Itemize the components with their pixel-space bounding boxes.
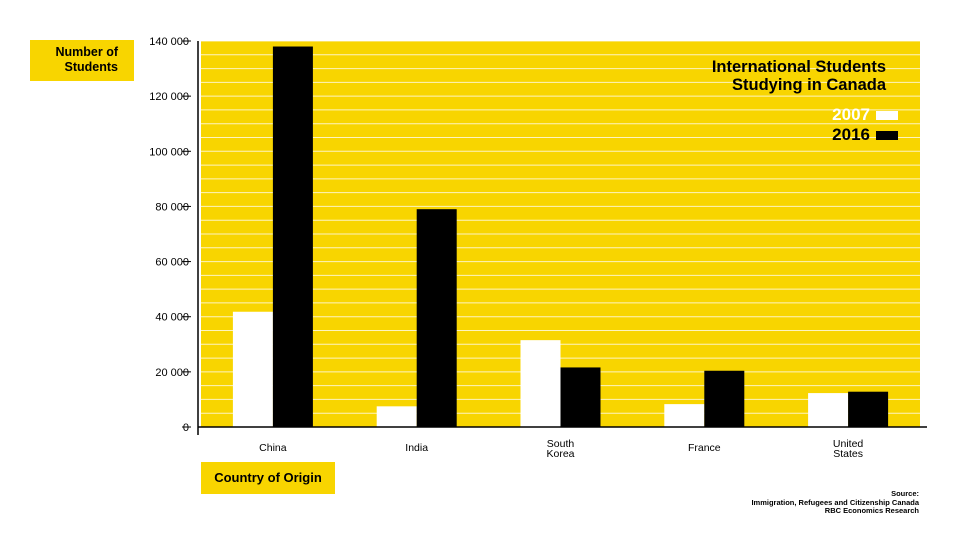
y-tick-label: 80 000: [155, 201, 189, 213]
y-tick-label: 20 000: [155, 367, 189, 379]
bar-2007-india: [376, 406, 417, 427]
legend-swatch-2016: [876, 130, 898, 140]
source-line: Immigration, Refugees and Citizenship Ca…: [751, 497, 919, 507]
source-note: Source: Immigration, Refugees and Citize…: [751, 489, 919, 516]
bar-2007-china: [232, 311, 273, 427]
source-line: Source:: [891, 489, 919, 498]
y-tick-label: 100 000: [149, 146, 189, 158]
bar-2016-china: [272, 46, 313, 428]
bar-2007-united-states: [808, 393, 849, 427]
legend-item-2016: 2016: [832, 125, 898, 144]
y-axis-title-line: Students: [64, 60, 118, 74]
y-axis-title: Number of Students: [30, 40, 134, 81]
x-tick-label: France: [688, 442, 721, 454]
legend-swatch-2007: [876, 110, 898, 120]
y-tick-label: 40 000: [155, 312, 189, 324]
y-tick-label: 120 000: [149, 91, 189, 103]
y-tick-label: 60 000: [155, 257, 189, 269]
x-tick-label: States: [833, 448, 863, 460]
chart-title-line: International Students: [711, 58, 886, 76]
x-tick-label: China: [259, 442, 287, 454]
legend-label-2016: 2016: [832, 125, 870, 144]
x-tick-label: India: [405, 442, 428, 454]
y-axis-title-line: Number of: [55, 45, 119, 59]
bar-2007-france: [664, 404, 705, 427]
chart-title-line: Studying in Canada: [731, 76, 886, 94]
y-tick-label: 0: [183, 422, 189, 434]
y-tick-label: 140 000: [149, 36, 189, 48]
source-line: RBC Economics Research: [824, 506, 919, 515]
chart-title: International Students Studying in Canad…: [712, 58, 886, 94]
bar-2007-south-korea: [520, 340, 561, 427]
x-tick-label: Korea: [546, 448, 574, 460]
bar-2016-india: [416, 209, 457, 427]
bar-2016-united-states: [848, 391, 889, 427]
x-tick-label: South: [547, 438, 575, 450]
x-axis-title: Country of Origin: [201, 462, 335, 494]
bar-2016-france: [704, 370, 745, 427]
legend-item-2007: 2007: [832, 105, 898, 124]
legend-label-2007: 2007: [832, 105, 870, 124]
x-tick-label: United: [833, 438, 864, 450]
bar-2016-south-korea: [560, 367, 601, 427]
